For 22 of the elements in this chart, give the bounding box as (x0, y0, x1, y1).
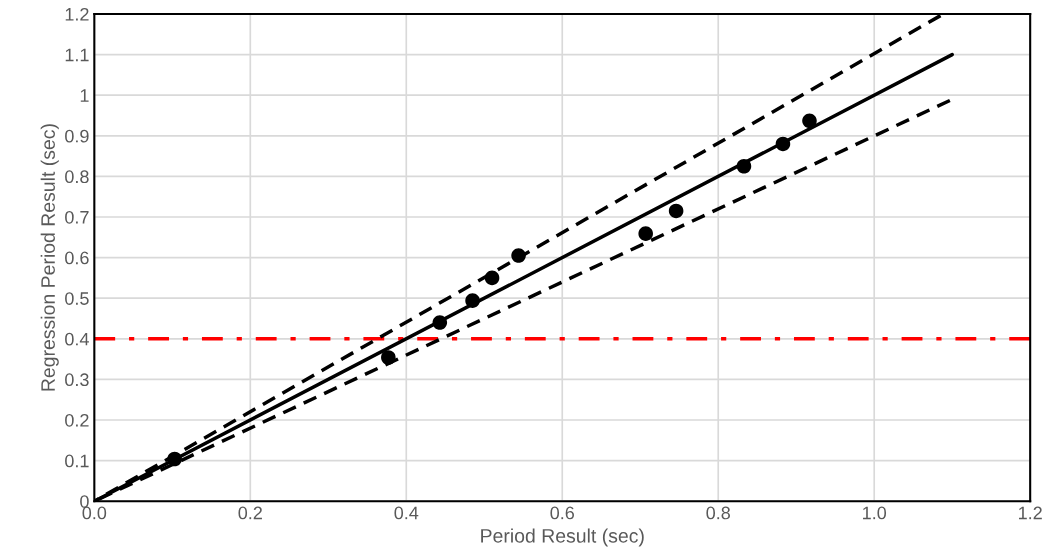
y-tick-label: 1.1 (65, 48, 89, 62)
x-tick-label: 0.4 (394, 506, 419, 520)
y-tick-label: 0.9 (65, 129, 89, 143)
y-tick-label: 1.2 (65, 7, 89, 21)
x-axis-title: Period Result (sec) (481, 528, 644, 547)
y-tick-label: 1 (80, 89, 89, 102)
y-tick-label: 0.1 (65, 454, 89, 468)
x-tick-label: 1.2 (1019, 506, 1042, 520)
x-tick-label: 0.8 (706, 506, 730, 520)
y-tick-label: 0.8 (65, 170, 89, 184)
x-tick-label: 1.0 (863, 506, 887, 520)
y-axis-title: Regression Period Result (sec) (40, 124, 59, 391)
y-tick-label: 0.3 (65, 373, 89, 387)
y-tick-label: 0.7 (65, 210, 89, 224)
x-tick-label: 0.2 (238, 506, 262, 520)
x-tick-label: 0.0 (82, 506, 107, 520)
y-tick-label: 0.2 (65, 413, 89, 427)
x-tick-label: 0.6 (550, 506, 575, 520)
y-tick-label: 0.6 (65, 251, 89, 265)
y-tick-label: 0 (80, 495, 89, 508)
y-tick-label: 0.4 (65, 332, 89, 346)
y-tick-label: 0.5 (65, 292, 89, 305)
